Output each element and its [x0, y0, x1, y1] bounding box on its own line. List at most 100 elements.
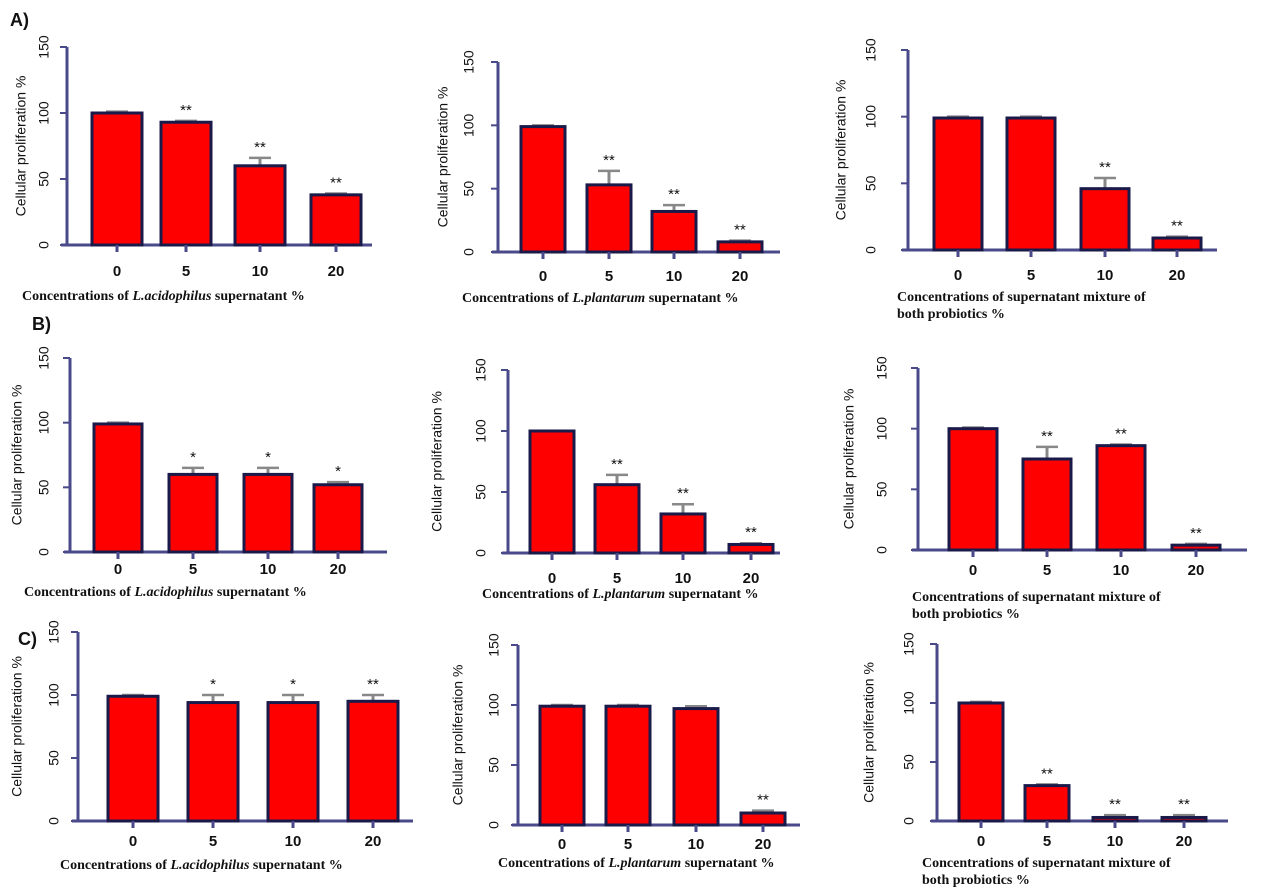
bar-0	[519, 125, 567, 254]
significance-marker: **	[1190, 525, 1202, 542]
bar-10	[1079, 187, 1131, 252]
significance-marker: *	[210, 676, 216, 693]
x-tick-label: 20	[755, 836, 772, 853]
bar-10	[659, 512, 707, 555]
y-tick-label: 50	[473, 484, 489, 500]
significance-marker: **	[367, 676, 379, 693]
x-tick-label: 0	[539, 268, 547, 285]
bar-0	[538, 704, 586, 827]
y-tick-label: 0	[36, 548, 52, 556]
significance-marker: **	[668, 186, 680, 203]
bar-20	[312, 483, 364, 554]
bar-20	[309, 193, 363, 247]
bar-0	[90, 111, 144, 247]
x-tick-label: 5	[605, 268, 613, 285]
bar-20	[346, 699, 400, 823]
y-tick-label: 50	[36, 171, 52, 187]
chart-panel-a-3: 0 50 100 150 Cellular proliferation % 0 5 10 ** 2…	[833, 38, 1217, 322]
bar-20	[1160, 815, 1208, 823]
bar-0	[92, 422, 144, 554]
bar-5	[593, 483, 641, 555]
bar-10	[233, 164, 287, 247]
y-tick-label: 50	[874, 481, 890, 497]
y-tick-label: 100	[486, 693, 502, 717]
bar-0	[957, 701, 1005, 823]
x-tick-label: 0	[129, 833, 137, 850]
x-tick-label: 0	[977, 833, 985, 850]
bar-5	[604, 704, 652, 827]
x-tick-label: 5	[613, 570, 621, 587]
y-tick-label: 150	[901, 632, 917, 656]
significance-marker: **	[1178, 796, 1190, 813]
x-axis-label: Concentrations of L.acidophilus supernat…	[24, 585, 307, 600]
y-tick-label: 50	[46, 750, 62, 766]
bar-0	[947, 427, 999, 552]
x-axis-label: Concentrations of L.plantarum supernatan…	[498, 856, 775, 871]
significance-marker: **	[180, 102, 192, 119]
x-tick-label: 0	[548, 570, 556, 587]
chart-panel-b-3: 0 50 100 150 Cellular proliferation % 0 5 ** 10 *…	[841, 356, 1247, 622]
y-tick-label: 100	[473, 419, 489, 443]
significance-marker: **	[1099, 159, 1111, 176]
x-tick-label: 10	[675, 570, 692, 587]
x-axis-label: Concentrations of L.plantarum supernatan…	[482, 587, 759, 602]
significance-marker: **	[1171, 218, 1183, 235]
significance-marker: **	[611, 456, 623, 473]
y-tick-label: 50	[863, 175, 879, 191]
x-tick-label: 0	[114, 561, 122, 578]
y-tick-label: 0	[874, 546, 890, 554]
x-tick-label: 5	[1027, 267, 1035, 284]
x-tick-label: 5	[1043, 562, 1051, 579]
x-tick-label: 5	[189, 561, 197, 578]
x-tick-label: 20	[365, 833, 382, 850]
x-axis-label-line2: both probiotics %	[897, 307, 1005, 322]
significance-marker: **	[1041, 428, 1053, 445]
y-tick-label: 100	[36, 411, 52, 435]
x-axis-label: Concentrations of L.plantarum supernatan…	[462, 291, 739, 306]
chart-panel-c-3: 0 50 100 150 Cellular proliferation % 0 5 ** 10 *…	[861, 632, 1228, 888]
y-axis-label: Cellular proliferation %	[9, 385, 25, 526]
x-tick-label: 5	[182, 263, 190, 280]
y-tick-label: 150	[874, 356, 890, 380]
bar-10	[650, 209, 698, 254]
significance-marker: *	[190, 449, 196, 466]
bar-10	[266, 701, 320, 823]
x-tick-label: 10	[285, 833, 302, 850]
x-tick-label: 20	[1188, 562, 1205, 579]
y-tick-label: 100	[901, 691, 917, 715]
x-tick-label: 10	[252, 263, 269, 280]
chart-panel-a-2: 0 50 100 150 Cellular proliferation % 0 5 ** 10 *…	[435, 50, 780, 306]
x-axis-label: Concentrations of supernatant mixture of	[922, 856, 1171, 871]
x-tick-label: 0	[113, 263, 121, 280]
bar-20	[716, 240, 764, 254]
y-tick-label: 0	[863, 246, 879, 254]
bar-5	[186, 701, 240, 823]
bar-0	[106, 694, 160, 823]
y-tick-label: 150	[863, 38, 879, 62]
panel-label: C)	[18, 629, 37, 649]
y-tick-label: 150	[46, 620, 62, 644]
bar-10	[242, 472, 294, 554]
y-tick-label: 0	[473, 549, 489, 557]
chart-panel-a-1: A) 0 50 100 150 Cellular proliferation % 0 5 ** 1…	[10, 10, 372, 304]
x-tick-label: 0	[558, 836, 566, 853]
x-tick-label: 5	[209, 833, 217, 850]
y-axis-label: Cellular proliferation %	[861, 662, 877, 803]
significance-marker: **	[603, 152, 615, 169]
significance-marker: **	[1115, 425, 1127, 442]
y-tick-label: 100	[461, 113, 477, 137]
y-tick-label: 0	[46, 817, 62, 825]
x-tick-label: 5	[1043, 833, 1051, 850]
y-tick-label: 0	[36, 241, 52, 249]
x-tick-label: 0	[954, 267, 962, 284]
x-tick-label: 20	[328, 263, 345, 280]
x-axis-label: Concentrations of supernatant mixture of	[912, 590, 1161, 605]
significance-marker: *	[265, 449, 271, 466]
bar-5	[585, 183, 633, 254]
y-axis-label: Cellular proliferation %	[435, 87, 451, 228]
significance-marker: **	[734, 222, 746, 239]
chart-panel-c-1: C) 0 50 100 150 Cellular proliferation % 0 5 * 10…	[9, 620, 413, 873]
significance-marker: **	[330, 175, 342, 192]
y-tick-label: 100	[863, 105, 879, 129]
